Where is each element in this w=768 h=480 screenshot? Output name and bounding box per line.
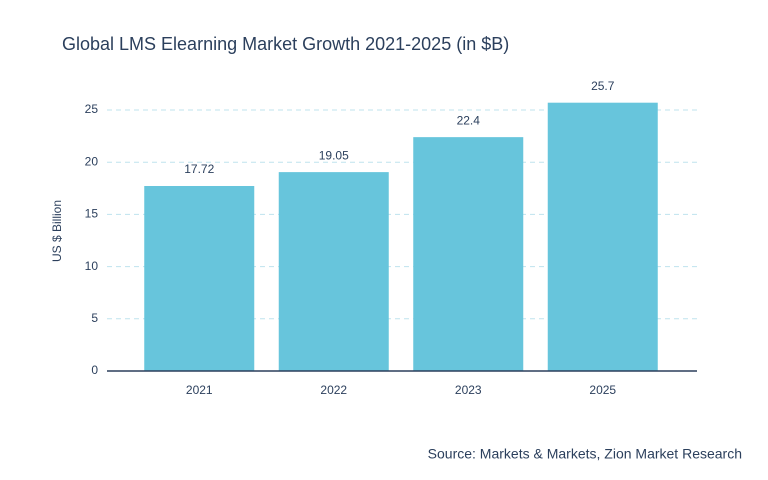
y-tick-label: 5 — [91, 311, 98, 325]
bar — [547, 102, 658, 371]
x-tick-label: 2021 — [186, 383, 213, 397]
y-tick-label: 15 — [85, 207, 99, 221]
data-label: 19.05 — [319, 148, 349, 162]
data-label: 25.7 — [591, 79, 615, 93]
y-tick-label: 25 — [85, 102, 99, 116]
y-tick-label: 0 — [91, 363, 98, 377]
y-tick-label: 20 — [85, 154, 99, 168]
chart-title: Global LMS Elearning Market Growth 2021-… — [62, 34, 509, 54]
x-tick-label: 2025 — [589, 383, 616, 397]
bar — [144, 186, 255, 371]
source-note: Source: Markets & Markets, Zion Market R… — [428, 446, 742, 462]
data-label: 17.72 — [184, 162, 214, 176]
y-tick-label: 10 — [85, 259, 99, 273]
bar — [413, 137, 524, 371]
data-label: 22.4 — [457, 113, 481, 127]
x-tick-label: 2023 — [455, 383, 482, 397]
x-tick-label: 2022 — [320, 383, 347, 397]
bar — [278, 172, 389, 371]
y-axis-title: US $ Billion — [50, 200, 64, 262]
